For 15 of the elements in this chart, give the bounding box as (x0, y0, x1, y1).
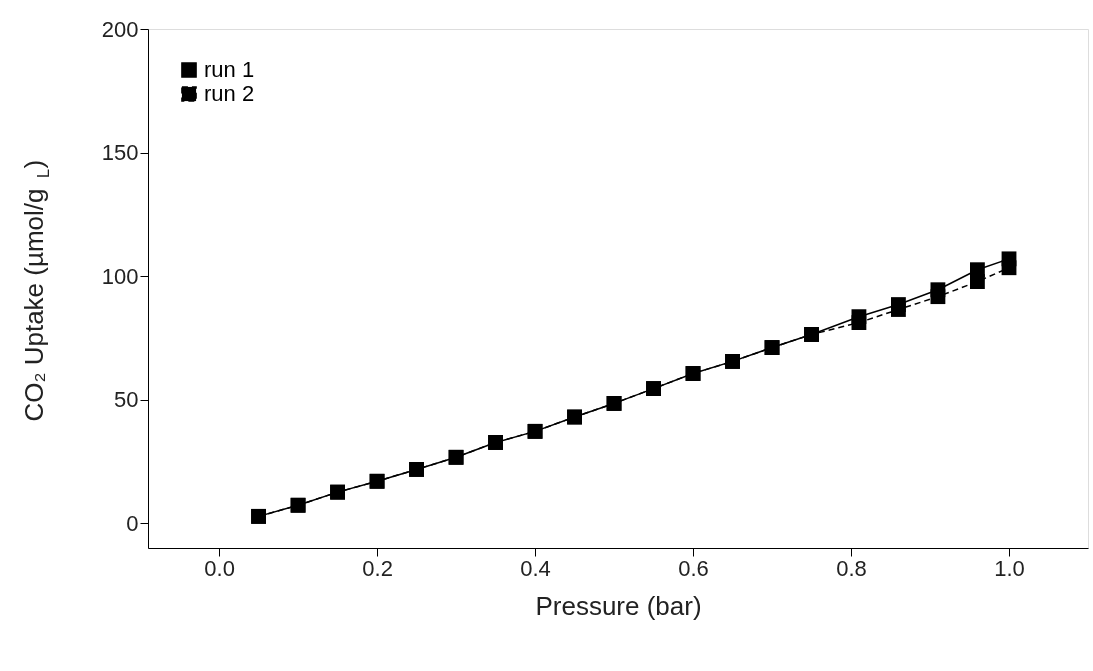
y-tick-label: 150 (101, 140, 139, 166)
x-tick-label: 0.0 (204, 555, 235, 581)
y-tick-label: 100 (101, 263, 139, 289)
y-tick-label: 0 (126, 510, 139, 536)
x-tick-label: 0.6 (678, 555, 709, 581)
x-tick-label: 1.0 (994, 555, 1025, 581)
y-axis-title: CO₂ Uptake (µmol/gL) (19, 159, 53, 422)
y-tick-label: 50 (114, 387, 139, 413)
x-tick-label: 0.8 (836, 555, 867, 581)
legend-label: run 1 (204, 57, 255, 82)
y-tick-label: 200 (101, 16, 139, 42)
x-axis-title: Pressure (bar) (535, 590, 702, 621)
x-tick-label: 0.2 (362, 555, 393, 581)
x-tick-label: 0.4 (520, 555, 551, 581)
legend-label: run 2 (204, 81, 255, 106)
